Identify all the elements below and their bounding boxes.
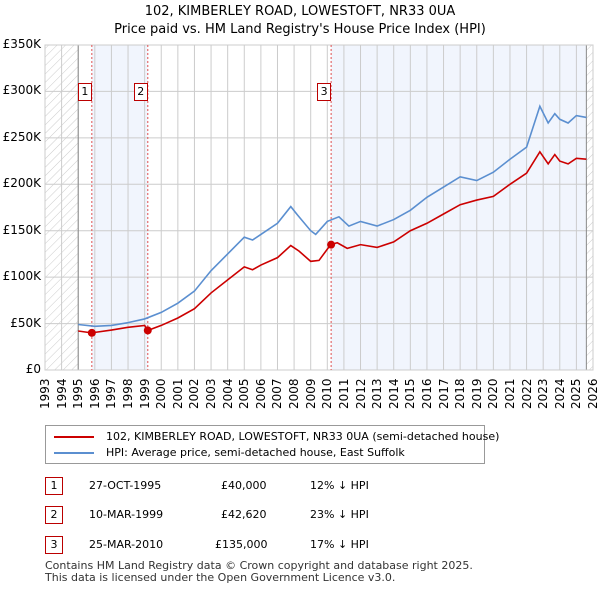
x-tick-label: 2006 xyxy=(253,378,268,409)
footer: Contains HM Land Registry data © Crown c… xyxy=(45,560,473,584)
sale-marker-label: 2 xyxy=(133,83,148,102)
x-tick-label: 1993 xyxy=(38,378,52,409)
x-tick-label: 2004 xyxy=(220,378,235,409)
x-tick-label: 1997 xyxy=(104,378,119,409)
x-tick-label: 2002 xyxy=(187,378,202,409)
sale-point xyxy=(87,328,96,337)
shaded-region xyxy=(331,45,587,370)
y-tick-label: £0 xyxy=(25,362,41,376)
footer-license: This data is licensed under the Open Gov… xyxy=(45,571,396,584)
y-tick-label: £300K xyxy=(2,83,41,98)
sale-price: £40,000 xyxy=(221,479,267,492)
x-tick-label: 2015 xyxy=(403,378,418,409)
x-tick-label: 2009 xyxy=(303,378,318,409)
x-tick-label: 2008 xyxy=(287,378,302,409)
y-tick-label: £250K xyxy=(2,129,41,144)
sale-row: 1 27-OCT-1995 £40,000 12% ↓ HPI xyxy=(45,477,445,495)
sale-row: 3 25-MAR-2010 £135,000 17% ↓ HPI xyxy=(45,536,445,554)
x-tick-label: 1995 xyxy=(71,378,86,409)
sale-date: 25-MAR-2010 xyxy=(89,538,164,551)
sale-marker-number: 3 xyxy=(45,536,63,554)
sale-marker-number: 2 xyxy=(45,506,63,524)
x-tick-label: 2007 xyxy=(270,378,285,409)
x-tick-label: 2000 xyxy=(154,378,169,409)
sale-marker-number: 1 xyxy=(45,477,63,495)
x-tick-label: 2010 xyxy=(320,378,335,409)
x-tick-label: 2012 xyxy=(353,378,368,409)
sale-price: £135,000 xyxy=(215,538,268,551)
sale-point xyxy=(143,326,152,335)
x-tick-label: 2016 xyxy=(419,378,434,409)
sale-row: 2 10-MAR-1999 £42,620 23% ↓ HPI xyxy=(45,506,445,524)
sale-hpi-diff: 17% ↓ HPI xyxy=(310,538,369,551)
hpi-line xyxy=(78,104,587,328)
sale-date: 27-OCT-1995 xyxy=(89,479,162,492)
sale-hpi-diff: 12% ↓ HPI xyxy=(310,479,369,492)
x-tick-label: 2018 xyxy=(453,378,468,409)
y-tick-label: £100K xyxy=(2,269,41,284)
sale-hpi-diff: 23% ↓ HPI xyxy=(310,508,369,521)
chart-subtitle: Price paid vs. HM Land Registry's House … xyxy=(114,22,486,37)
legend-label-property: 102, KIMBERLEY ROAD, LOWESTOFT, NR33 0UA… xyxy=(106,430,500,443)
y-tick-label: £200K xyxy=(2,176,41,191)
x-tick-label: 2019 xyxy=(469,378,484,409)
x-tick-label: 2013 xyxy=(370,378,385,409)
x-tick-label: 2023 xyxy=(536,378,551,409)
x-tick-label: 2014 xyxy=(386,378,401,409)
x-tick-label: 2025 xyxy=(569,378,584,409)
x-tick-label: 2020 xyxy=(486,378,501,409)
x-tick-label: 2017 xyxy=(436,378,451,409)
footer-copyright: Contains HM Land Registry data © Crown c… xyxy=(45,559,473,572)
legend: 102, KIMBERLEY ROAD, LOWESTOFT, NR33 0UA… xyxy=(45,425,499,464)
x-tick-label: 1999 xyxy=(137,378,152,409)
x-tick-label: 1994 xyxy=(54,378,69,409)
sale-price: £42,620 xyxy=(221,508,267,521)
legend-label-hpi: HPI: Average price, semi-detached house,… xyxy=(106,446,405,459)
x-tick-label: 2001 xyxy=(170,378,185,409)
legend-blue-line xyxy=(54,452,94,454)
x-tick-label: 1998 xyxy=(121,378,136,409)
x-tick-label: 2011 xyxy=(336,378,351,409)
price-chart xyxy=(44,44,594,371)
y-tick-label: £50K xyxy=(10,315,41,330)
x-tick-label: 2024 xyxy=(552,378,567,409)
sale-marker-label: 1 xyxy=(77,83,92,102)
x-tick-label: 2021 xyxy=(502,378,517,409)
x-tick-label: 2005 xyxy=(237,378,252,409)
hatched-region xyxy=(586,45,593,370)
x-tick-label: 1996 xyxy=(87,378,102,409)
chart-title: 102, KIMBERLEY ROAD, LOWESTOFT, NR33 0UA xyxy=(144,4,456,19)
x-tick-label: 2022 xyxy=(519,378,534,409)
legend-red-line xyxy=(54,436,94,438)
y-tick-label: £150K xyxy=(2,222,41,237)
plot-border xyxy=(44,44,594,371)
x-tick-label: 2026 xyxy=(586,378,600,409)
x-tick-label: 2003 xyxy=(204,378,219,409)
y-tick-label: £350K xyxy=(2,37,41,51)
sale-point xyxy=(327,240,336,249)
sale-date: 10-MAR-1999 xyxy=(89,508,164,521)
sale-marker-label: 3 xyxy=(317,83,332,102)
